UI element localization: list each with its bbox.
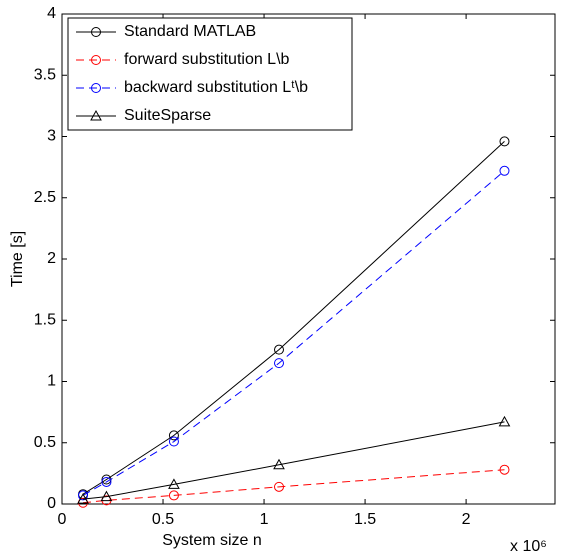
y-tick-label: 4 [47, 5, 56, 22]
series-line [82, 141, 505, 495]
legend-marker [91, 27, 101, 37]
x-tick-label: 1 [260, 511, 269, 528]
data-point [274, 481, 285, 492]
data-point [168, 490, 179, 501]
y-tick-label: 2 [47, 250, 56, 267]
y-tick-label: 1.5 [34, 311, 56, 328]
x-tick-label: 0.5 [152, 511, 174, 528]
data-point [78, 490, 89, 501]
y-tick-label: 0.5 [34, 434, 56, 451]
data-point [499, 136, 510, 147]
x-exponent: x 10⁶ [510, 538, 547, 555]
series-line [82, 421, 505, 500]
x-tick-label: 2 [462, 511, 471, 528]
data-point [168, 436, 179, 447]
y-tick-label: 1 [47, 373, 56, 390]
y-axis-label: Time [s] [9, 231, 26, 287]
data-point [498, 415, 511, 427]
legend-label: Standard MATLAB [124, 23, 256, 40]
x-axis-label: System size n [162, 532, 262, 549]
series-line [82, 170, 505, 496]
x-tick-label: 0 [58, 511, 67, 528]
legend-label: forward substitution L\b [124, 51, 290, 68]
data-point [499, 464, 510, 475]
data-point [499, 165, 510, 176]
legend-marker [90, 109, 102, 121]
data-point [168, 478, 180, 489]
legend-label: SuiteSparse [124, 107, 211, 124]
data-point [100, 490, 113, 502]
legend-box [67, 17, 353, 131]
legend-marker [91, 83, 101, 93]
y-tick-label: 0 [47, 495, 56, 512]
data-point [77, 493, 89, 504]
y-tick-label: 2.5 [34, 189, 56, 206]
legend-marker [91, 55, 101, 65]
y-tick-label: 3 [47, 128, 56, 145]
x-tick-label: 1.5 [354, 511, 376, 528]
data-point [168, 430, 179, 441]
legend-label: backward substitution Lᵗ\b [124, 79, 308, 96]
series-line [82, 469, 505, 504]
data-point [273, 458, 285, 470]
data-point [101, 476, 112, 487]
data-point [274, 344, 285, 355]
y-tick-label: 3.5 [34, 66, 56, 83]
data-point [274, 358, 285, 369]
